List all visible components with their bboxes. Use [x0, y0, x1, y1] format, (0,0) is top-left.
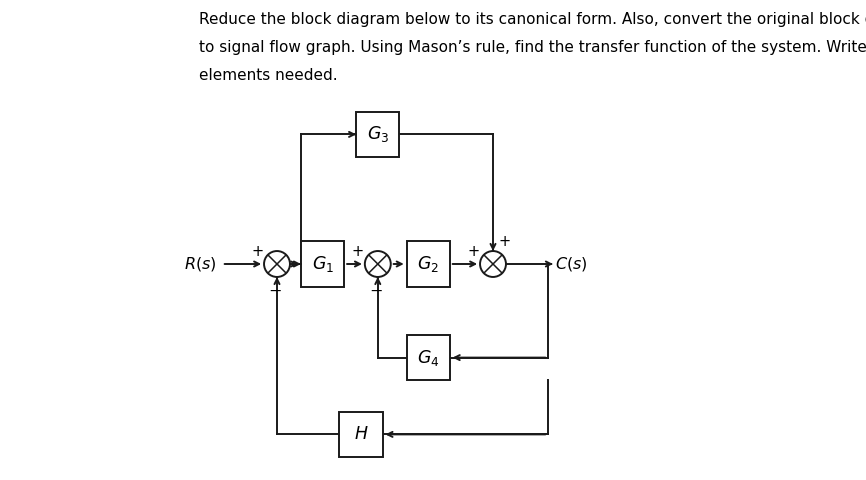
Text: $H$: $H$ — [353, 425, 368, 444]
Text: $G_3$: $G_3$ — [366, 124, 389, 144]
FancyBboxPatch shape — [301, 241, 344, 287]
Text: $+$: $+$ — [467, 244, 479, 259]
Text: $+$: $+$ — [250, 244, 263, 259]
Text: to signal flow graph. Using Mason’s rule, find the transfer function of the syst: to signal flow graph. Using Mason’s rule… — [199, 40, 866, 55]
Text: $G_2$: $G_2$ — [417, 254, 439, 274]
Text: elements needed.: elements needed. — [199, 68, 338, 83]
Text: $G_4$: $G_4$ — [417, 348, 439, 368]
Text: $-$: $-$ — [369, 283, 382, 298]
Text: $+$: $+$ — [352, 244, 364, 259]
Text: Reduce the block diagram below to its canonical form. Also, convert the original: Reduce the block diagram below to its ca… — [199, 12, 866, 27]
FancyBboxPatch shape — [356, 112, 399, 157]
Circle shape — [365, 251, 391, 277]
Text: $-$: $-$ — [268, 283, 281, 298]
Circle shape — [480, 251, 506, 277]
FancyBboxPatch shape — [407, 335, 449, 380]
Text: $G_1$: $G_1$ — [312, 254, 333, 274]
FancyBboxPatch shape — [339, 411, 383, 457]
Text: $+$: $+$ — [498, 234, 510, 249]
Text: $R(s)$: $R(s)$ — [184, 255, 217, 273]
Circle shape — [264, 251, 290, 277]
Text: $C(s)$: $C(s)$ — [555, 255, 588, 273]
FancyBboxPatch shape — [407, 241, 449, 287]
